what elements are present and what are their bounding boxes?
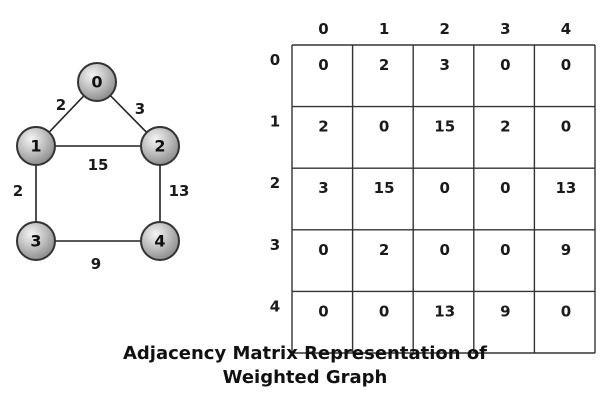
adjacency-matrix: 0 1 2 3 4 0 1 2 3 4 0 2 3 0 0 2 0 15 2 0 3 15 0 0 13 0 2 0 0 9 0 0 13 9 0 bbox=[270, 20, 596, 354]
caption-line-2: Weighted Graph bbox=[222, 367, 388, 388]
matrix-cell: 0 bbox=[500, 241, 510, 259]
matrix-cell: 0 bbox=[318, 241, 328, 259]
edge-weight-3-4: 9 bbox=[91, 255, 101, 273]
graph-node-2 bbox=[140, 126, 180, 166]
matrix-cell: 3 bbox=[318, 179, 328, 197]
matrix-cell: 15 bbox=[434, 118, 455, 136]
matrix-row-header: 4 bbox=[270, 297, 280, 315]
matrix-cell: 0 bbox=[439, 241, 449, 259]
matrix-cell: 2 bbox=[379, 241, 389, 259]
matrix-cell: 3 bbox=[439, 56, 449, 74]
matrix-cell: 0 bbox=[500, 56, 510, 74]
matrix-cell: 2 bbox=[379, 56, 389, 74]
matrix-row-header: 2 bbox=[270, 174, 280, 192]
diagram-caption: Adjacency Matrix Representation of Weigh… bbox=[0, 342, 610, 390]
graph-node-1 bbox=[16, 126, 56, 166]
matrix-cell: 0 bbox=[561, 56, 571, 74]
matrix-cell: 0 bbox=[318, 302, 328, 320]
matrix-row-header: 1 bbox=[270, 113, 280, 131]
matrix-column-header: 0 bbox=[318, 20, 328, 38]
matrix-cell: 0 bbox=[379, 118, 389, 136]
graph-node-label-0: 0 bbox=[91, 73, 102, 92]
matrix-cell: 0 bbox=[318, 56, 328, 74]
edge-weight-0-1: 2 bbox=[56, 96, 66, 114]
matrix-cell: 13 bbox=[555, 179, 576, 197]
matrix-column-header: 2 bbox=[439, 20, 449, 38]
caption-line-1: Adjacency Matrix Representation of bbox=[122, 343, 488, 364]
weighted-graph: 2 3 15 2 13 9 0 1 2 3 4 bbox=[13, 62, 190, 273]
matrix-cell: 2 bbox=[500, 118, 510, 136]
matrix-cell: 9 bbox=[500, 302, 510, 320]
edge-weight-1-3: 2 bbox=[13, 182, 23, 200]
matrix-cell: 0 bbox=[561, 118, 571, 136]
matrix-row-header: 0 bbox=[270, 51, 280, 69]
edge-weight-0-2: 3 bbox=[135, 100, 145, 118]
matrix-cell: 15 bbox=[374, 179, 395, 197]
graph-node-label-3: 3 bbox=[30, 232, 41, 251]
matrix-cell: 0 bbox=[379, 302, 389, 320]
matrix-column-header: 1 bbox=[379, 20, 389, 38]
matrix-cell: 0 bbox=[439, 179, 449, 197]
graph-node-label-4: 4 bbox=[154, 232, 165, 251]
graph-node-3 bbox=[16, 221, 56, 261]
graph-node-label-2: 2 bbox=[154, 137, 165, 156]
matrix-column-header: 4 bbox=[561, 20, 571, 38]
matrix-cell: 2 bbox=[318, 118, 328, 136]
matrix-column-header: 3 bbox=[500, 20, 510, 38]
matrix-cell: 0 bbox=[500, 179, 510, 197]
matrix-cell: 9 bbox=[561, 241, 571, 259]
matrix-cell: 13 bbox=[434, 302, 455, 320]
graph-node-label-1: 1 bbox=[30, 137, 41, 156]
graph-node-4 bbox=[140, 221, 180, 261]
edge-weight-2-4: 13 bbox=[169, 182, 190, 200]
matrix-cell: 0 bbox=[561, 302, 571, 320]
edge-weight-1-2: 15 bbox=[88, 156, 109, 174]
graph-node-0 bbox=[77, 62, 117, 102]
matrix-row-header: 3 bbox=[270, 236, 280, 254]
